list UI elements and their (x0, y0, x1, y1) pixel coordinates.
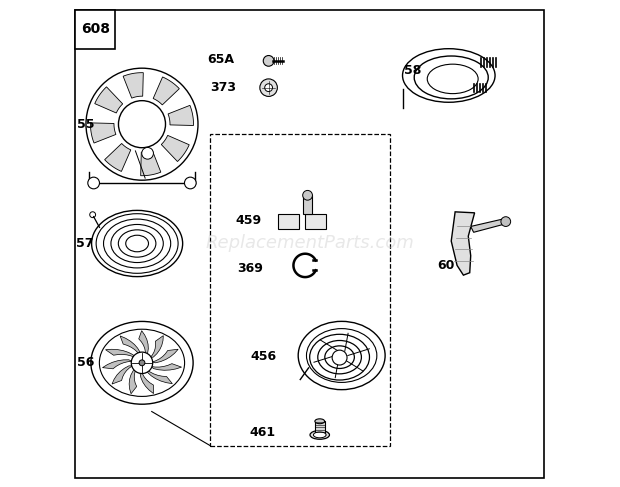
Ellipse shape (315, 419, 325, 424)
Bar (303, 195, 312, 214)
Polygon shape (105, 349, 135, 357)
Circle shape (139, 360, 145, 366)
Ellipse shape (310, 431, 329, 439)
Text: 456: 456 (250, 350, 277, 363)
Polygon shape (168, 105, 193, 126)
Text: 369: 369 (237, 262, 263, 275)
Ellipse shape (91, 321, 193, 404)
Polygon shape (139, 331, 148, 355)
Circle shape (265, 84, 273, 92)
Polygon shape (105, 144, 131, 171)
Ellipse shape (92, 210, 183, 277)
Ellipse shape (427, 64, 478, 94)
Text: 373: 373 (210, 81, 236, 94)
Ellipse shape (306, 329, 377, 382)
Circle shape (118, 101, 166, 148)
Text: 56: 56 (78, 356, 95, 369)
Text: 58: 58 (404, 64, 421, 77)
Circle shape (303, 190, 312, 200)
Polygon shape (112, 366, 133, 384)
Polygon shape (152, 349, 178, 363)
Bar (315, 421, 325, 435)
Polygon shape (151, 364, 182, 370)
Circle shape (264, 56, 274, 66)
Bar (210, 134, 391, 446)
Circle shape (142, 148, 153, 159)
Text: 461: 461 (250, 426, 276, 439)
Text: ReplacementParts.com: ReplacementParts.com (206, 235, 414, 252)
Polygon shape (140, 371, 154, 393)
Ellipse shape (298, 321, 385, 390)
Bar (278, 214, 299, 229)
Text: 60: 60 (438, 259, 455, 272)
Polygon shape (120, 336, 140, 355)
Circle shape (332, 350, 347, 365)
Polygon shape (95, 87, 123, 113)
Polygon shape (123, 73, 143, 98)
Text: 65A: 65A (208, 53, 234, 66)
Circle shape (88, 177, 99, 189)
Polygon shape (471, 219, 505, 232)
Polygon shape (153, 77, 179, 105)
Text: 459: 459 (235, 214, 261, 226)
Polygon shape (161, 135, 189, 162)
Circle shape (260, 79, 277, 96)
Ellipse shape (402, 49, 495, 102)
Polygon shape (141, 150, 161, 176)
Polygon shape (129, 369, 136, 393)
Text: 55: 55 (78, 118, 95, 131)
Circle shape (501, 217, 511, 226)
Polygon shape (102, 360, 132, 369)
Ellipse shape (414, 56, 488, 99)
Circle shape (86, 68, 198, 180)
Polygon shape (451, 212, 474, 275)
Circle shape (185, 177, 196, 189)
Bar (305, 214, 326, 229)
Polygon shape (150, 336, 163, 358)
Text: 57: 57 (76, 237, 93, 250)
Polygon shape (91, 123, 116, 143)
Circle shape (131, 352, 153, 374)
Ellipse shape (313, 432, 326, 438)
Text: 608: 608 (81, 22, 110, 36)
Polygon shape (147, 370, 172, 384)
Bar (75, 10, 115, 49)
Ellipse shape (99, 329, 185, 396)
